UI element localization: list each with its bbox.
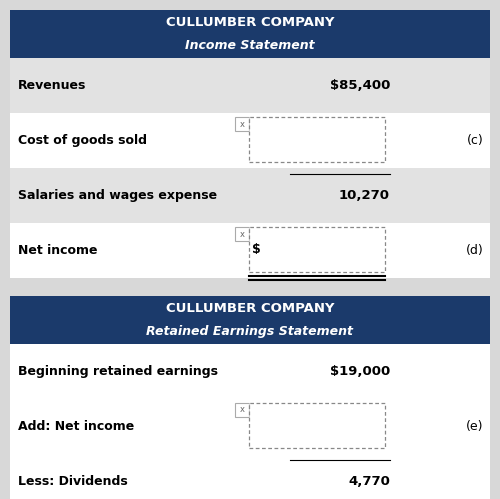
- Text: Revenues: Revenues: [18, 79, 86, 92]
- Text: x: x: [240, 406, 244, 415]
- Bar: [235, 117, 249, 131]
- Text: Income Statement: Income Statement: [185, 39, 315, 52]
- Bar: [249, 227, 385, 272]
- Text: Cost of goods sold: Cost of goods sold: [18, 134, 147, 147]
- Text: Retained Earnings Statement: Retained Earnings Statement: [146, 325, 354, 338]
- Text: Add: Net income: Add: Net income: [18, 420, 134, 433]
- Bar: [10, 399, 490, 454]
- Text: $19,000: $19,000: [330, 365, 390, 378]
- Text: (e): (e): [466, 420, 484, 433]
- Text: x: x: [240, 230, 244, 239]
- Bar: [10, 168, 490, 223]
- Text: $: $: [252, 243, 261, 256]
- Text: (c): (c): [466, 134, 483, 147]
- Bar: [235, 403, 249, 417]
- Bar: [10, 454, 490, 499]
- Text: $85,400: $85,400: [330, 79, 390, 92]
- Bar: [249, 403, 385, 448]
- Bar: [10, 113, 490, 168]
- Bar: [235, 227, 249, 241]
- Text: CULLUMBER COMPANY: CULLUMBER COMPANY: [166, 302, 334, 315]
- Bar: [10, 10, 490, 58]
- Bar: [10, 344, 490, 399]
- Text: 4,770: 4,770: [348, 475, 390, 488]
- Bar: [249, 117, 385, 162]
- Text: Beginning retained earnings: Beginning retained earnings: [18, 365, 218, 378]
- Text: Net income: Net income: [18, 244, 98, 257]
- Bar: [10, 296, 490, 344]
- Text: 10,270: 10,270: [339, 189, 390, 202]
- Bar: [10, 223, 490, 278]
- Text: Less: Dividends: Less: Dividends: [18, 475, 128, 488]
- Text: CULLUMBER COMPANY: CULLUMBER COMPANY: [166, 16, 334, 29]
- Text: Salaries and wages expense: Salaries and wages expense: [18, 189, 217, 202]
- Text: (d): (d): [466, 244, 484, 257]
- Bar: [10, 58, 490, 113]
- Text: x: x: [240, 119, 244, 129]
